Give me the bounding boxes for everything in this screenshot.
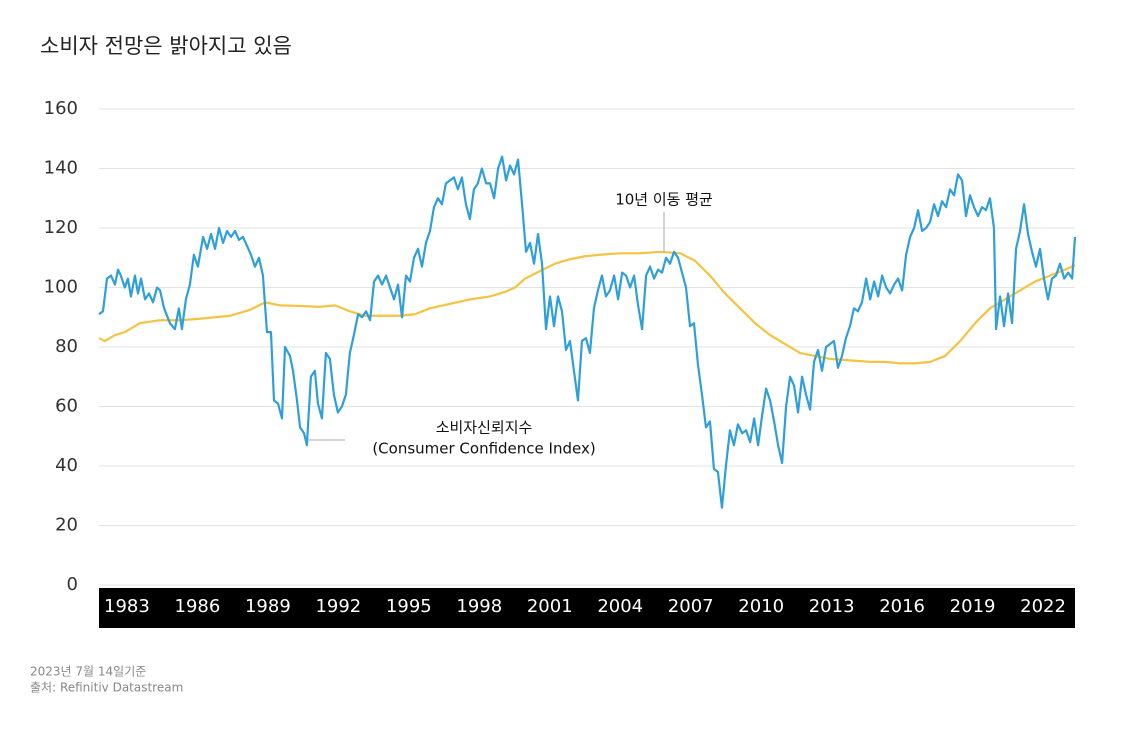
x-tick-label: 2013 [809, 596, 855, 617]
y-tick-label: 160 [44, 98, 78, 119]
x-tick-label: 1992 [315, 596, 361, 617]
x-tick-label: 1983 [104, 596, 150, 617]
y-tick-label: 40 [55, 455, 78, 476]
y-tick-label: 20 [55, 515, 78, 536]
series-line [98, 155, 1077, 509]
x-tick-label: 1986 [175, 596, 221, 617]
x-axis-band [99, 588, 1075, 628]
note: 출처: Refinitiv Datastream [30, 681, 183, 695]
y-tick-label: 100 [44, 277, 78, 298]
x-tick-label: 2019 [950, 596, 996, 617]
x-tick-label: 2016 [879, 596, 925, 617]
series-label: 소비자신뢰지수 [436, 419, 533, 437]
x-tick-label: 1998 [456, 596, 502, 617]
y-tick-label: 80 [55, 336, 78, 357]
note: 2023년 7월 14일기준 [30, 665, 146, 679]
chart-title: 소비자 전망은 밝아지고 있음 [40, 34, 292, 58]
x-tick-label: 2022 [1020, 596, 1066, 617]
y-tick-label: 140 [44, 158, 78, 179]
x-tick-label: 2001 [527, 596, 573, 617]
x-tick-label: 1995 [386, 596, 432, 617]
x-tick-label: 2007 [668, 596, 714, 617]
y-tick-label: 120 [44, 217, 78, 238]
series-label: (Consumer Confidence Index) [372, 440, 595, 458]
series-line [98, 250, 1076, 365]
x-tick-label: 1989 [245, 596, 291, 617]
series-label: 10년 이동 평균 [615, 191, 713, 209]
y-tick-label: 60 [55, 396, 78, 417]
y-tick-label: 0 [67, 574, 78, 595]
x-tick-label: 2004 [597, 596, 643, 617]
x-tick-label: 2010 [738, 596, 784, 617]
